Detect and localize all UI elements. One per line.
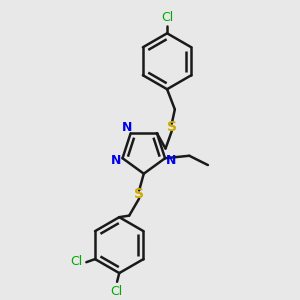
Text: Cl: Cl [161,11,173,24]
Text: N: N [111,154,121,167]
Text: Cl: Cl [70,255,83,268]
Text: N: N [122,121,132,134]
Text: N: N [167,154,177,167]
Text: S: S [167,120,177,134]
Text: Cl: Cl [110,286,122,298]
Text: S: S [134,188,144,202]
